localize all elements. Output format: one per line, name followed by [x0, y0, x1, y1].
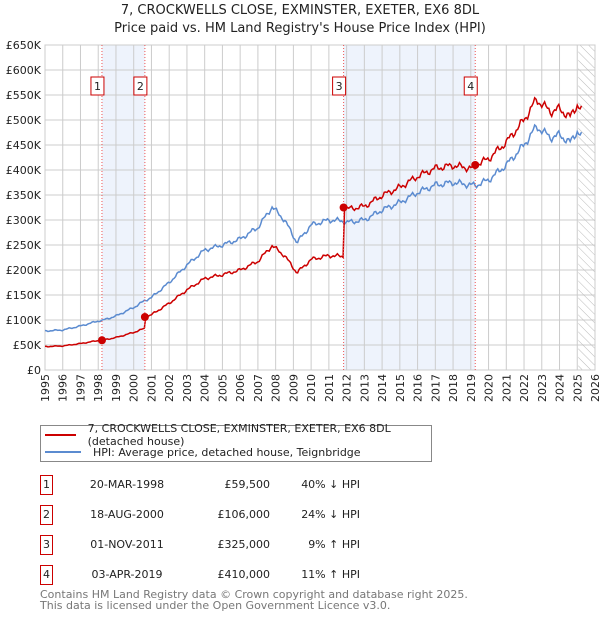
footer-licence: This data is licensed under the Open Gov…	[40, 599, 391, 612]
sale-number: 1	[40, 475, 53, 495]
y-tick-label: £500K	[6, 114, 42, 127]
sale-date: 18-AUG-2000	[90, 508, 164, 521]
sale-number-box	[133, 76, 148, 96]
forecast-hatch	[578, 45, 595, 370]
sale-row: 2 18-AUG-2000 £106,000 24% ↓ HPI	[40, 505, 360, 525]
x-tick-label: 1999	[110, 374, 123, 402]
sale-number-box	[463, 76, 478, 96]
x-tick-label: 2018	[447, 374, 460, 402]
sale-number-label: 2	[137, 80, 144, 93]
sale-row: 3 01-NOV-2011 £325,000 9% ↑ HPI	[40, 535, 360, 555]
x-tick-label: 2023	[536, 374, 549, 402]
property-price-line	[44, 96, 583, 348]
sale-number-box	[332, 76, 347, 96]
x-tick-label: 2001	[145, 374, 158, 402]
x-tick-label: 2017	[429, 374, 442, 402]
legend-hpi-label: HPI: Average price, detached house, Teig…	[93, 445, 361, 459]
y-tick-label: £50K	[13, 339, 42, 352]
x-tick-label: 2015	[394, 374, 407, 402]
sale-number: 4	[40, 565, 53, 585]
x-tick-label: 2002	[163, 374, 176, 402]
x-tick-label: 2003	[181, 374, 194, 402]
legend-blue-line	[45, 451, 81, 453]
x-tick-label: 2012	[341, 374, 354, 402]
sale-row: 4 03-APR-2019 £410,000 11% ↑ HPI	[40, 565, 360, 585]
chart-title: 7, CROCKWELLS CLOSE, EXMINSTER, EXETER, …	[120, 3, 480, 18]
sale-price: £410,000	[217, 568, 271, 581]
legend-red-line	[45, 434, 76, 436]
y-tick-label: £550K	[6, 89, 42, 102]
sale-date: 03-APR-2019	[91, 568, 163, 581]
x-tick-label: 2024	[554, 374, 567, 402]
x-tick-label: 1995	[39, 374, 52, 402]
sale-number-label: 4	[467, 80, 474, 93]
sale-hpi-diff: 24% ↓ HPI	[301, 508, 360, 521]
x-tick-label: 1998	[92, 374, 105, 402]
sale-number-box	[90, 76, 105, 96]
sale-price: £59,500	[224, 478, 271, 491]
x-tick-label: 2019	[465, 374, 478, 402]
plot-border	[44, 44, 596, 371]
sale-hpi-diff: 40% ↓ HPI	[301, 478, 360, 491]
sale-price: £325,000	[217, 538, 271, 551]
y-tick-label: £100K	[6, 314, 42, 327]
sale-point	[97, 336, 106, 345]
x-tick-label: 2004	[199, 374, 212, 402]
x-tick-label: 2013	[358, 374, 371, 402]
x-tick-label: 2020	[483, 374, 496, 402]
x-tick-label: 1996	[57, 374, 70, 402]
footer-copyright: Contains HM Land Registry data © Crown c…	[40, 588, 468, 601]
x-tick-label: 2016	[412, 374, 425, 402]
x-tick-label: 2010	[305, 374, 318, 402]
price-chart: £0 £50K £100K £150K £200K £250K £300K £350K £400…	[6, 39, 600, 402]
hpi-line	[44, 123, 583, 333]
y-tick-label: £400K	[6, 164, 42, 177]
sale-number-label: 1	[94, 80, 101, 93]
x-tick-label: 2011	[323, 374, 336, 402]
shaded-span-3-4	[343, 45, 476, 370]
sale-point	[339, 203, 348, 212]
legend-property-label: 7, CROCKWELLS CLOSE, EXMINSTER, EXETER, …	[87, 422, 391, 448]
x-tick-label: 2007	[252, 374, 265, 402]
shaded-span-1-2	[101, 45, 145, 370]
sale-date: 01-NOV-2011	[90, 538, 164, 551]
sale-number: 3	[40, 535, 53, 555]
x-tick-label: 2021	[500, 374, 513, 402]
sale-price: £106,000	[217, 508, 271, 521]
x-tick-label: 2014	[376, 374, 389, 402]
y-tick-label: £650K	[6, 39, 42, 52]
y-tick-label: £450K	[6, 139, 42, 152]
x-tick-label: 2009	[287, 374, 300, 402]
x-tick-label: 2026	[589, 374, 600, 402]
x-tick-label: 2025	[571, 374, 584, 402]
sale-hpi-diff: 11% ↑ HPI	[301, 568, 360, 581]
sale-hpi-diff: 9% ↑ HPI	[308, 538, 360, 551]
sale-row: 1 20-MAR-1998 £59,500 40% ↓ HPI	[40, 475, 360, 495]
sale-number: 2	[40, 505, 53, 525]
y-tick-label: £600K	[6, 64, 42, 77]
chart-subtitle: Price paid vs. HM Land Registry's House …	[114, 21, 486, 36]
sale-point	[471, 161, 480, 169]
x-tick-label: 2005	[216, 374, 229, 402]
legend: 7, CROCKWELLS CLOSE, EXMINSTER, EXETER, …	[40, 422, 432, 462]
sale-number-label: 3	[336, 80, 343, 93]
y-tick-label: £150K	[6, 289, 42, 302]
sale-date: 20-MAR-1998	[89, 478, 165, 491]
y-tick-label: £200K	[6, 264, 42, 277]
y-tick-label: £0	[27, 364, 41, 377]
x-tick-label: 2006	[234, 374, 247, 402]
x-tick-label: 2008	[270, 374, 283, 402]
sale-point	[140, 313, 149, 321]
y-tick-label: £300K	[6, 214, 42, 227]
x-tick-label: 2022	[518, 374, 531, 402]
y-tick-label: £350K	[6, 189, 42, 202]
y-tick-label: £250K	[6, 239, 42, 252]
x-tick-label: 1997	[74, 374, 87, 402]
x-tick-label: 2000	[128, 374, 141, 402]
